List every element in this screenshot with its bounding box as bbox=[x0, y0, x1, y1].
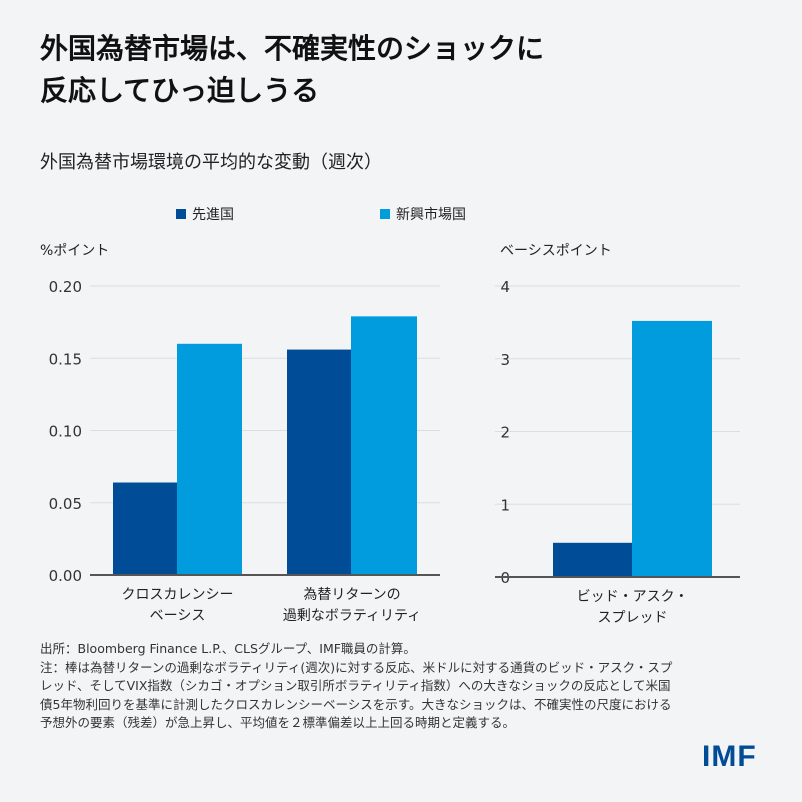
x-category-label: 為替リターンの bbox=[303, 587, 400, 603]
bar-emerging bbox=[351, 316, 417, 575]
y-tick-label: 2 bbox=[500, 424, 510, 442]
legend-item-advanced: 先進国 bbox=[176, 204, 234, 224]
y-tick-label: 0.15 bbox=[49, 350, 82, 368]
right-y-unit: ベーシスポイント bbox=[500, 243, 612, 259]
y-tick-label: 0.10 bbox=[49, 423, 82, 441]
y-tick-label: 4 bbox=[500, 278, 510, 296]
bar-emerging bbox=[632, 320, 712, 577]
bar-advanced bbox=[287, 349, 351, 575]
bar-advanced bbox=[553, 542, 632, 577]
bar-emerging bbox=[177, 343, 242, 575]
x-category-label: ベーシス bbox=[150, 608, 206, 624]
y-tick-label: 0.00 bbox=[49, 567, 82, 585]
title-line-1: 外国為替市場は、不確実性のショックに bbox=[40, 32, 545, 65]
source-note: 出所：Bloomberg Finance L.P.、CLSグループ、IMF職員の… bbox=[40, 641, 416, 656]
chart-title: 外国為替市場は、不確実性のショックに 反応してひっ迫しうる bbox=[40, 28, 760, 112]
legend-swatch-emerging bbox=[380, 209, 390, 219]
footnote: 注：棒は為替リターンの過剰なボラティリティ(週次)に対する反応、米ドルに対する通… bbox=[40, 659, 673, 731]
bar-advanced bbox=[113, 482, 177, 575]
y-tick-label: 1 bbox=[500, 496, 510, 514]
legend-item-emerging: 新興市場国 bbox=[380, 204, 466, 224]
x-category-label: ビッド・アスク・ bbox=[577, 589, 689, 605]
legend-label-advanced: 先進国 bbox=[192, 207, 234, 223]
y-tick-label: 0.05 bbox=[49, 495, 82, 513]
chart-subtitle: 外国為替市場環境の平均的な変動（週次） bbox=[40, 152, 382, 173]
legend-label-emerging: 新興市場国 bbox=[396, 207, 466, 223]
left-y-unit: %ポイント bbox=[40, 243, 110, 259]
x-category-label: スプレッド bbox=[598, 610, 668, 626]
title-line-2: 反応してひっ迫しうる bbox=[40, 74, 320, 107]
y-tick-label: 3 bbox=[500, 351, 510, 369]
x-category-label: 過剰なボラティリティ bbox=[283, 608, 421, 624]
notes: 出所：Bloomberg Finance L.P.、CLSグループ、IMF職員の… bbox=[40, 640, 680, 733]
x-category-label: クロスカレンシー bbox=[122, 587, 234, 603]
legend-swatch-advanced bbox=[176, 209, 186, 219]
imf-logo: IMF bbox=[702, 740, 757, 773]
y-tick-label: 0.20 bbox=[49, 278, 82, 296]
